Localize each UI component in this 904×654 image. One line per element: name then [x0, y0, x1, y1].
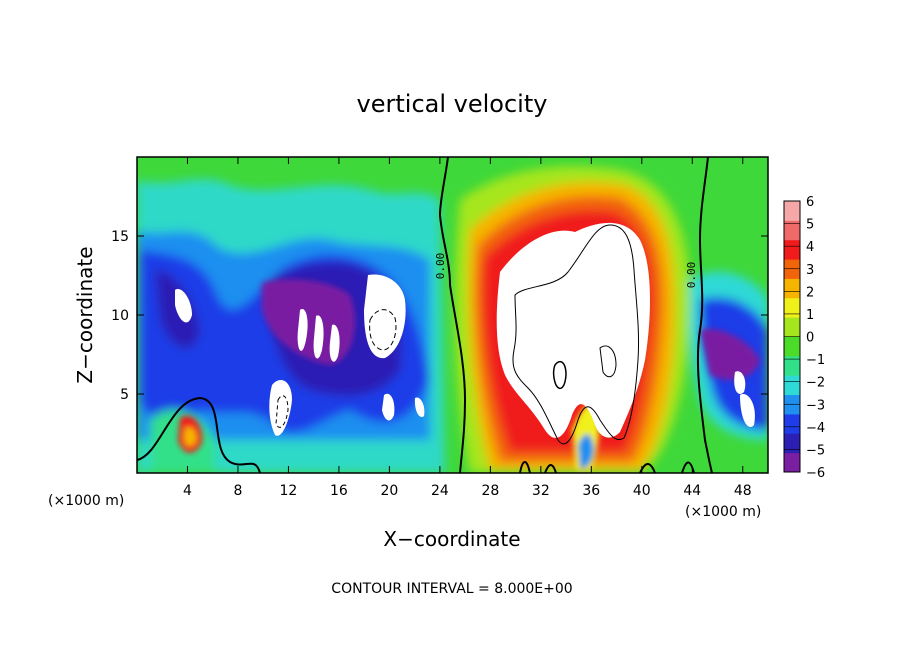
x-tick-label: 8	[233, 483, 242, 499]
x-tick-label: 40	[633, 483, 651, 499]
colorbar-label: −5	[806, 443, 825, 458]
colorbar-segment	[784, 433, 800, 454]
colorbar-label: 4	[806, 240, 814, 255]
x-tick-label: 16	[330, 483, 348, 499]
contour-lines	[137, 157, 713, 473]
colorbar-segment	[784, 375, 800, 396]
colorbar-segment	[784, 336, 800, 357]
contour-interval-footer: CONTOUR INTERVAL = 8.000E+00	[331, 581, 572, 597]
colorbar-label: −3	[806, 398, 825, 413]
colorbar-segment	[784, 220, 800, 241]
colorbar-label: −4	[806, 421, 825, 436]
colorbar: 6 5 4 3 2 1 0 −1 −2 −3 −4 −5 −6	[783, 195, 825, 481]
colorbar-label: −1	[806, 353, 825, 368]
y-axis: 5 10 15	[111, 229, 768, 403]
colorbar-segment	[784, 201, 800, 221]
colorbar-label: −2	[806, 376, 825, 391]
colorbar-label: 0	[806, 331, 814, 346]
colorbar-segment	[784, 317, 800, 337]
colorbar-label: 3	[806, 263, 814, 278]
colorbar-segment	[784, 413, 800, 434]
contour-label-right: 0.00	[685, 262, 698, 289]
colorbar-segment	[784, 278, 800, 299]
contour-label-left: 0.00	[434, 253, 447, 280]
x-tick-label: 44	[683, 483, 701, 499]
colorbar-label: 1	[806, 308, 814, 323]
heatmap-field	[137, 157, 768, 473]
x-axis: 4 8 12 16 20 24 28 32 36 40 44 48	[183, 157, 752, 499]
colorbar-label: 2	[806, 285, 814, 300]
x-unit-label-left: (×1000 m)	[48, 493, 124, 509]
x-tick-label: 24	[431, 483, 449, 499]
colorbar-segment	[784, 355, 800, 376]
y-tick-label: 5	[120, 387, 129, 403]
x-tick-label: 48	[734, 483, 752, 499]
x-tick-label: 36	[582, 483, 600, 499]
x-tick-label: 4	[183, 483, 192, 499]
chart-title: vertical velocity	[357, 90, 548, 118]
colorbar-label: −6	[806, 466, 825, 481]
x-tick-label: 32	[532, 483, 550, 499]
y-tick-label: 10	[111, 308, 129, 324]
y-axis-title: Z−coordinate	[73, 246, 97, 383]
colorbar-segment	[784, 239, 800, 260]
colorbar-segment	[784, 297, 800, 318]
x-unit-label-right: (×1000 m)	[685, 504, 761, 520]
x-tick-label: 28	[481, 483, 499, 499]
colorbar-segment	[784, 452, 800, 473]
colorbar-label: 6	[806, 195, 814, 210]
x-tick-label: 12	[280, 483, 298, 499]
x-axis-title: X−coordinate	[383, 527, 520, 551]
colorbar-label: 5	[806, 218, 814, 233]
x-tick-label: 20	[380, 483, 398, 499]
y-tick-label: 15	[111, 229, 129, 245]
